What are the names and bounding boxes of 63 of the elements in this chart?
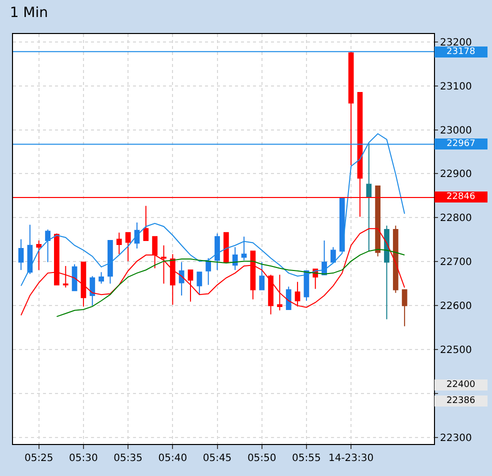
candlestick	[375, 186, 380, 257]
candlestick	[206, 258, 212, 286]
line-series	[56, 248, 406, 318]
candlestick	[214, 233, 220, 270]
candlestick	[152, 236, 158, 269]
candlestick	[223, 232, 229, 263]
ref-line-label: 23178	[446, 47, 476, 57]
x-tick-label: 05:25	[24, 453, 54, 464]
candlestick	[392, 225, 398, 294]
y-tick-label: 22800	[440, 213, 472, 224]
candlestick	[98, 272, 104, 284]
y-tick-label: 23200	[440, 37, 472, 48]
candlestick	[36, 240, 42, 270]
candlestick	[108, 240, 113, 284]
ref-line-label: 22846	[446, 192, 476, 202]
line-series	[20, 228, 406, 316]
x-tick-label: 05:50	[247, 453, 276, 464]
x-tick-label: 05:30	[69, 453, 98, 464]
candlestick	[277, 274, 282, 311]
y-tick-label: 22300	[440, 432, 472, 444]
y-tick-label: 23000	[440, 125, 472, 136]
x-tick-label: 05:40	[158, 453, 188, 464]
candlestick	[384, 225, 390, 320]
x-tick-label: 14-23:30	[328, 453, 374, 464]
text: 22386	[446, 396, 476, 406]
y-tick-label: 22900	[440, 169, 472, 180]
candlestick	[259, 262, 265, 290]
chart-title: 1 Min	[10, 4, 48, 21]
x-tick-label: 05:45	[202, 453, 232, 464]
candlestick	[339, 197, 345, 252]
candlestick	[330, 246, 336, 263]
candlestick	[143, 205, 149, 242]
y-tick-label: 22600	[440, 301, 472, 312]
candlestick	[232, 246, 238, 270]
candlestick	[241, 236, 247, 261]
ref-line-label: 22967	[446, 139, 476, 149]
y-tick-label: 22500	[440, 345, 472, 356]
candlestick	[90, 276, 96, 306]
candlestick	[366, 142, 372, 252]
candlestick	[170, 254, 176, 306]
candlestick	[196, 272, 202, 296]
candlestick	[18, 238, 24, 270]
candlestick	[250, 250, 256, 300]
candlestick	[188, 269, 194, 302]
x-tick-label: 05:35	[114, 453, 142, 464]
candlestick	[54, 233, 60, 286]
candlestick	[161, 244, 166, 284]
y-tick-label: 22700	[440, 257, 472, 268]
candlestick	[125, 232, 131, 262]
candlestick	[178, 262, 184, 296]
candlestick	[80, 262, 86, 307]
candlestick	[348, 51, 354, 166]
candlestick	[62, 266, 68, 288]
y-tick-label: 23100	[440, 81, 472, 92]
candlestick	[116, 232, 122, 255]
candlestick	[402, 289, 408, 327]
text: 22400	[446, 380, 476, 390]
x-tick-label: 05:55	[292, 453, 321, 464]
candlestick	[286, 286, 292, 310]
candlestick	[134, 222, 140, 249]
candlestick	[294, 281, 300, 307]
candlestick	[27, 224, 33, 274]
candlestick	[45, 229, 50, 263]
